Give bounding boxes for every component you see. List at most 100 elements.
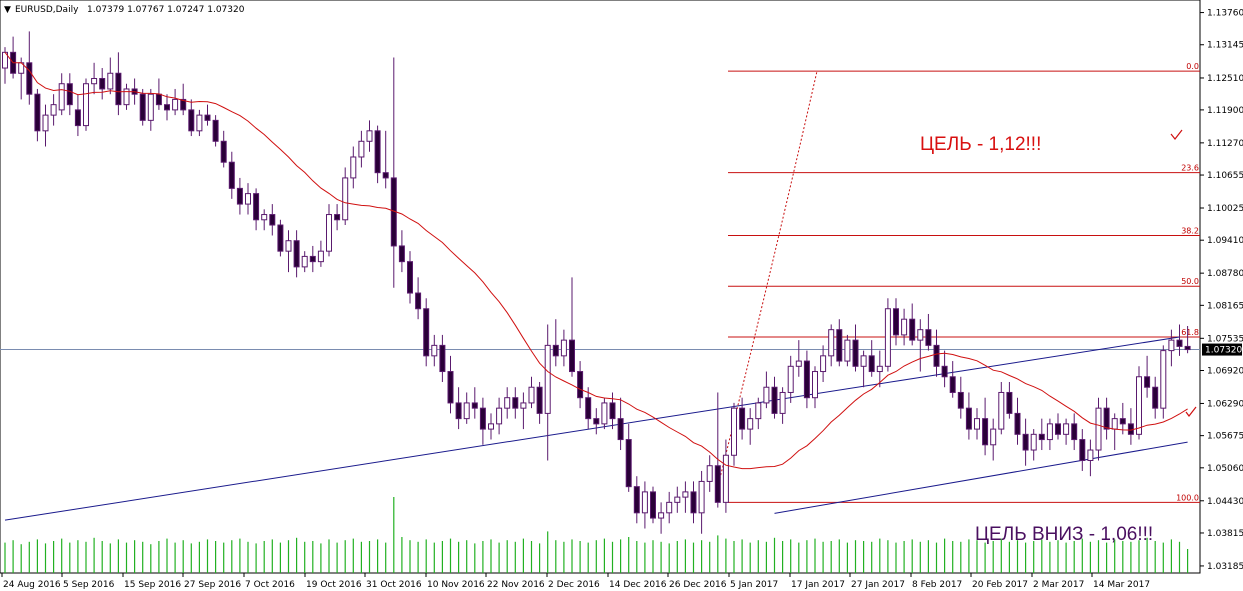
- price-tick-label: 1.05675: [1207, 432, 1243, 442]
- candle-body: [552, 344, 559, 357]
- candle-body: [58, 83, 65, 111]
- volume-bars: [4, 497, 1189, 573]
- candle-body: [593, 418, 600, 425]
- time-tick-label: 22 Nov 2016: [487, 580, 545, 590]
- price-tick-label: 1.05060: [1207, 464, 1243, 474]
- candle-body: [544, 344, 551, 414]
- candle-body: [901, 318, 908, 336]
- time-tick-label: 27 Sep 2016: [184, 580, 241, 590]
- candle-body: [852, 339, 859, 367]
- candle-body: [585, 397, 592, 420]
- candle-body: [220, 140, 227, 163]
- candle-body: [488, 423, 494, 430]
- candle-body: [577, 371, 584, 399]
- fib-level-label: 61.8: [1181, 328, 1199, 337]
- candle-body: [1095, 407, 1102, 451]
- time-tick-label: 8 Feb 2017: [912, 580, 962, 590]
- candle-body: [844, 339, 851, 362]
- candle-body: [812, 371, 818, 399]
- candle-body: [933, 344, 940, 367]
- candle-body: [196, 114, 203, 132]
- candle-body: [803, 360, 810, 399]
- time-axis: 24 Aug 2016 5 Sep 2016 15 Sep 2016 27 Sep 2…: [1, 573, 1150, 590]
- candle-body: [285, 240, 292, 252]
- candle-body: [617, 418, 624, 441]
- candle-body: [763, 386, 770, 404]
- candle-body: [974, 418, 980, 430]
- price-tick-label: 1.06290: [1207, 399, 1243, 409]
- fib-level-label: 100.0: [1176, 493, 1199, 502]
- price-tick-label: 1.08165: [1207, 301, 1243, 311]
- candle-body: [1168, 339, 1175, 352]
- price-tick-label: 1.13760: [1207, 9, 1243, 19]
- candle-body: [204, 114, 211, 121]
- candle-body: [439, 344, 446, 373]
- candle-body: [917, 329, 924, 341]
- fib-level-label: 23.6: [1181, 164, 1199, 173]
- candle-body: [382, 172, 389, 179]
- moving-average-line: [4, 51, 1188, 470]
- candle-body: [893, 308, 899, 336]
- candle-body: [868, 355, 875, 373]
- candle-body: [1079, 439, 1086, 461]
- candle-body: [982, 418, 989, 446]
- candle-body: [66, 83, 73, 106]
- candle-body: [731, 407, 737, 456]
- time-tick-label: 5 Jan 2017: [730, 580, 778, 590]
- candle-body: [633, 486, 640, 514]
- candle-body: [431, 344, 438, 357]
- candle-body: [828, 329, 835, 357]
- candle-body: [820, 355, 827, 373]
- price-tick-label: 1.08780: [1207, 269, 1243, 279]
- candle-body: [1071, 423, 1078, 441]
- candle-body: [941, 365, 948, 378]
- candle-body: [342, 177, 349, 221]
- channel-line-upper: [4, 336, 1180, 521]
- price-tick-label: 1.11270: [1207, 139, 1243, 149]
- candle-body: [957, 391, 964, 409]
- price-tick-label: 1.06920: [1207, 366, 1243, 376]
- candle-body: [496, 407, 503, 425]
- candle-body: [374, 130, 381, 174]
- candle-body: [504, 397, 511, 409]
- candle-body: [261, 214, 268, 221]
- candle-body: [34, 93, 41, 132]
- candle-body: [1176, 339, 1183, 347]
- header-arrow-icon[interactable]: ▼: [4, 5, 11, 15]
- candle-body: [415, 292, 422, 310]
- ohlc-label: 1.07379 1.07767 1.07247 1.07320: [87, 5, 245, 15]
- candle-body: [398, 245, 405, 263]
- candle-body: [115, 72, 122, 106]
- candle-body: [180, 98, 187, 111]
- candle-body: [1022, 433, 1029, 451]
- candle-body: [795, 360, 802, 367]
- time-tick-label: 19 Oct 2016: [306, 580, 362, 590]
- price-axis: 1.13760 1.13145 1.12510 1.11900 1.11270 1.106…: [1200, 9, 1243, 572]
- candle-body: [455, 402, 462, 420]
- candle-body: [317, 250, 324, 263]
- price-tick-label: 1.07535: [1207, 334, 1243, 344]
- price-tick-label: 1.04430: [1207, 497, 1243, 507]
- candle-body: [536, 386, 543, 414]
- candle-body: [876, 365, 883, 373]
- candle-body: [601, 402, 608, 425]
- candle-body: [682, 491, 689, 498]
- candle-body: [1087, 449, 1094, 461]
- candle-body: [155, 93, 162, 106]
- candle-body: [326, 214, 332, 252]
- candle-body: [91, 77, 98, 85]
- checkmark-icon: [1170, 129, 1183, 140]
- time-tick-label: 31 Oct 2016: [366, 580, 422, 590]
- time-tick-label: 10 Nov 2016: [427, 580, 485, 590]
- candle-body: [293, 240, 300, 268]
- candle-body: [990, 428, 997, 446]
- candle-body: [1030, 433, 1037, 451]
- time-tick-label: 2 Dec 2016: [548, 580, 600, 590]
- price-tick-label: 1.09410: [1207, 236, 1243, 246]
- time-tick-label: 17 Jan 2017: [791, 580, 845, 590]
- candlesticks: [2, 31, 1191, 534]
- fib-level-label: 38.2: [1181, 226, 1199, 235]
- candle-body: [107, 72, 114, 90]
- candle-body: [909, 318, 916, 341]
